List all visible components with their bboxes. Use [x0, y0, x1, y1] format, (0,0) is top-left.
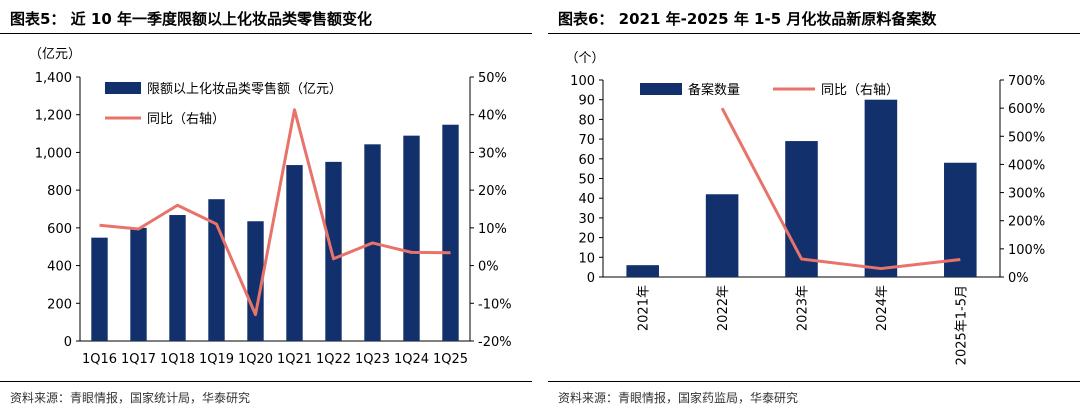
bar — [864, 99, 898, 277]
x-tick-label: 2023年 — [796, 285, 811, 331]
y-tick-label-left: 70 — [578, 133, 595, 148]
bar — [403, 135, 420, 341]
x-tick-label: 2021年 — [637, 285, 652, 331]
y-tick-label-left: 90 — [578, 94, 595, 109]
y-tick-label-right: 10% — [478, 222, 507, 237]
y-tick-label-right: -10% — [478, 297, 512, 312]
y-tick-label-right: 30% — [478, 146, 507, 161]
y-tick-label-left: 60 — [578, 153, 595, 168]
y-tick-label-right: 20% — [478, 184, 507, 199]
yoy-line — [99, 108, 451, 317]
chart-svg-new-ingredients: 0 10 20 30 40 50 60 70 80 90 100 0% 100% 200% 300% 400%… — [565, 51, 1045, 365]
y-tick-label-right: 0% — [478, 260, 499, 275]
chart-panel-right: 图表6： 2021 年-2025 年 1-5 月化妆品新原料备案数 0 10 20 3… — [548, 0, 1080, 418]
footer-rule — [548, 381, 1080, 382]
y-tick-label-left: 30 — [578, 212, 595, 227]
x-tick-label: 2024年 — [875, 285, 890, 331]
x-tick-label: 1Q17 — [121, 352, 156, 367]
y-tick-label-left: 0 — [587, 271, 595, 286]
y-tick-label-left: 1,200 — [35, 109, 72, 124]
bar — [325, 161, 342, 341]
legend-label-line: 同比（右轴） — [147, 112, 225, 127]
y-tick-label-left: 10 — [578, 251, 595, 266]
x-tick-label: 1Q23 — [355, 352, 390, 367]
title-rule — [0, 33, 532, 34]
figure-title: 图表6： 2021 年-2025 年 1-5 月化妆品新原料备案数 — [558, 10, 937, 28]
x-tick-label: 1Q21 — [277, 352, 312, 367]
y-tick-label-right: 0% — [1008, 271, 1029, 286]
chart-panel-left: 图表5： 近 10 年一季度限额以上化妆品类零售额变化 0 200 400 600 80… — [0, 0, 532, 418]
legend-label-bars: 限额以上化妆品类零售额（亿元） — [147, 81, 342, 97]
source-note: 资料来源：青眼情报，国家药监局，华泰研究 — [558, 391, 799, 405]
x-tick-label: 1Q20 — [238, 352, 273, 367]
y-tick-label-right: 400% — [1008, 158, 1045, 173]
y-tick-label-left: 400 — [47, 260, 72, 275]
y-tick-label-right: 40% — [478, 109, 507, 124]
figure-title: 图表5： 近 10 年一季度限额以上化妆品类零售额变化 — [10, 10, 372, 28]
x-tick-label: 1Q18 — [160, 352, 195, 367]
y-tick-label-right: 50% — [478, 71, 507, 86]
y-tick-label-left: 0 — [64, 335, 72, 350]
x-tick-label: 2022年 — [716, 285, 731, 331]
y-tick-label-left: 50 — [578, 173, 595, 188]
bar — [91, 237, 108, 341]
legend-label-bars: 备案数量 — [688, 82, 740, 98]
source-note: 资料来源：青眼情报，国家统计局，华泰研究 — [10, 391, 251, 405]
legend-swatch-bars — [105, 82, 141, 94]
y-tick-label-right: 300% — [1008, 187, 1045, 202]
y-tick-label-right: 100% — [1008, 243, 1045, 258]
bar — [705, 194, 739, 277]
x-tick-label: 1Q22 — [316, 352, 351, 367]
bar — [169, 215, 186, 341]
x-tick-label: 1Q19 — [199, 352, 234, 367]
y-tick-label-left: 80 — [578, 113, 595, 128]
legend-label-line: 同比（右轴） — [821, 83, 899, 98]
y-tick-label-right: 500% — [1008, 130, 1045, 145]
title-rule — [548, 33, 1080, 34]
bar — [130, 227, 147, 341]
y-tick-label-left: 600 — [47, 222, 72, 237]
y-tick-label-right: -20% — [478, 335, 512, 350]
yoy-line — [720, 107, 961, 271]
y-axis-unit-label: （亿元） — [29, 47, 81, 62]
y-tick-label-left: 1,000 — [35, 146, 72, 161]
y-tick-label-left: 800 — [47, 184, 72, 199]
bar — [626, 265, 659, 277]
y-tick-label-left: 100 — [570, 74, 595, 89]
y-tick-label-left: 200 — [47, 297, 72, 312]
bar — [944, 162, 977, 277]
y-axis-unit-label: （个） — [565, 51, 604, 66]
y-tick-label-right: 200% — [1008, 215, 1045, 230]
y-tick-label-right: 600% — [1008, 102, 1045, 117]
y-tick-label-left: 40 — [578, 192, 595, 207]
x-tick-label: 2025年1-5月 — [954, 285, 969, 365]
bar — [442, 124, 459, 341]
x-tick-label: 1Q25 — [433, 352, 468, 367]
y-tick-label-right: 700% — [1008, 74, 1045, 89]
bar — [785, 141, 818, 277]
chart-svg-retail-sales: 0 200 400 600 800 1,000 1,200 1,400 -20% -10% 0% 10… — [29, 47, 512, 367]
y-tick-label-left: 1,400 — [35, 71, 72, 86]
legend-swatch-bars — [640, 83, 682, 95]
bar — [247, 221, 264, 341]
bar — [286, 165, 303, 341]
x-tick-label: 1Q24 — [394, 352, 429, 367]
x-tick-label: 1Q16 — [82, 352, 117, 367]
footer-rule — [0, 381, 532, 382]
y-tick-label-left: 20 — [578, 232, 595, 247]
